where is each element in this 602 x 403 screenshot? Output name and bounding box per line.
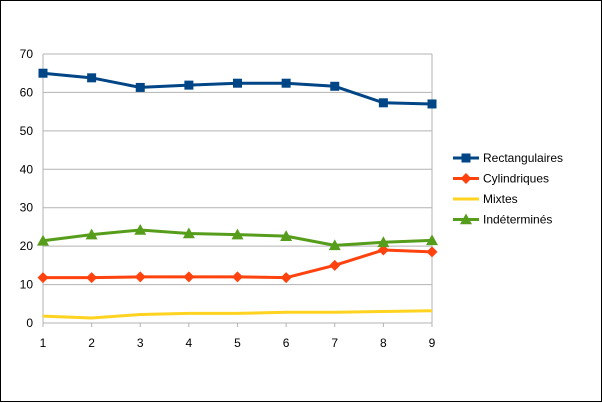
legend-item-indetermines: Indéterminés (453, 213, 552, 227)
axes (42, 54, 433, 327)
x-tick-label: 7 (331, 336, 338, 350)
x-tick-labels: 1 2 3 4 5 6 7 8 9 (40, 336, 436, 350)
data-point-rectangulaires (233, 78, 242, 88)
y-tick-label: 50 (20, 124, 34, 138)
x-tick-label: 6 (283, 336, 290, 350)
data-point-cylindriques (426, 246, 438, 258)
x-tick-label: 5 (234, 336, 241, 350)
y-tick-label: 20 (20, 239, 34, 253)
x-tick-label: 9 (429, 336, 436, 350)
y-tick-label: 0 (26, 316, 33, 330)
x-tick-label: 3 (137, 336, 144, 350)
y-tick-label: 70 (20, 47, 34, 61)
data-point-cylindriques (280, 272, 292, 284)
gridlines (43, 53, 432, 324)
data-point-cylindriques (329, 259, 341, 271)
legend-swatch-marker (461, 153, 471, 163)
legend-label: Indéterminés (483, 213, 552, 227)
y-tick-label: 30 (20, 201, 34, 215)
y-tick-label: 10 (20, 278, 34, 292)
data-point-rectangulaires (281, 78, 291, 88)
data-point-rectangulaires (427, 99, 437, 109)
series-group (37, 68, 438, 320)
data-point-cylindriques (37, 272, 49, 284)
series-line-rectangulaires (42, 71, 433, 106)
data-point-cylindriques (232, 271, 243, 283)
data-point-rectangulaires (378, 98, 388, 108)
data-point-indetermines (328, 239, 341, 251)
data-point-indetermines (134, 224, 147, 235)
data-point-indetermines (280, 230, 293, 241)
data-point-indetermines (37, 234, 49, 246)
data-point-rectangulaires (38, 68, 48, 78)
data-point-indetermines (182, 227, 195, 239)
data-point-indetermines (377, 236, 390, 248)
y-tick-label: 40 (20, 162, 34, 176)
series-rectangulaires (38, 68, 437, 109)
data-point-cylindriques (183, 271, 195, 283)
x-tick-label: 2 (88, 336, 95, 350)
legend-item-cylindriques: Cylindriques (453, 172, 549, 186)
data-point-rectangulaires (330, 81, 340, 91)
series-indetermines (37, 224, 438, 251)
legend-label: Mixtes (483, 192, 518, 206)
legend-swatch-marker (460, 213, 472, 225)
data-point-cylindriques (86, 272, 98, 284)
legend-item-rectangulaires: Rectangulaires (453, 151, 563, 165)
legend: Rectangulaires Cylindriques Mixtes Indéterm… (453, 151, 563, 227)
data-point-rectangulaires (135, 82, 145, 92)
data-point-rectangulaires (184, 80, 194, 90)
series-cylindriques (37, 244, 438, 284)
data-point-indetermines (231, 228, 244, 240)
data-point-indetermines (85, 228, 98, 240)
y-tick-labels: 0 10 20 30 40 50 60 70 (20, 47, 34, 330)
x-tick-label: 8 (380, 336, 387, 350)
legend-item-mixtes: Mixtes (453, 192, 518, 206)
series-mixtes (42, 309, 433, 320)
data-point-cylindriques (134, 271, 146, 283)
x-tick-label: 1 (40, 336, 47, 350)
legend-swatch-marker (460, 173, 472, 184)
legend-label: Cylindriques (483, 172, 549, 186)
series-line-mixtes (42, 309, 433, 320)
legend-label: Rectangulaires (483, 151, 563, 165)
data-point-indetermines (426, 234, 438, 246)
y-tick-label: 60 (20, 85, 34, 99)
data-point-rectangulaires (87, 73, 97, 83)
data-point-cylindriques (377, 244, 389, 256)
x-tick-label: 4 (186, 336, 193, 350)
